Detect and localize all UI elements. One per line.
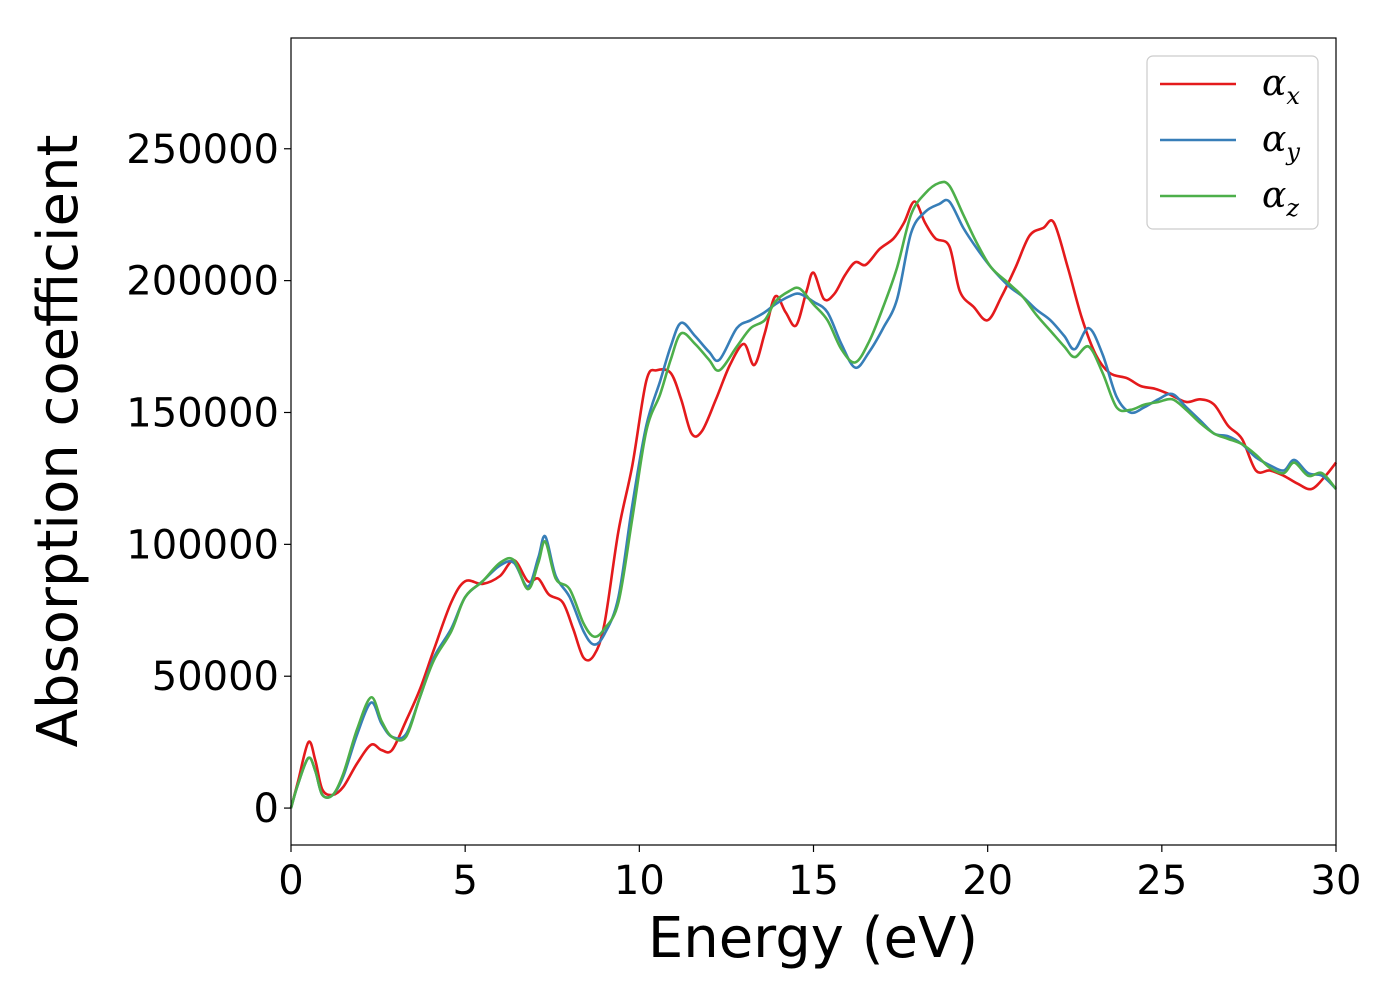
y-tick-label: 0	[254, 786, 279, 832]
series-lines	[289, 180, 1338, 809]
y-tick-label: 150000	[126, 390, 279, 436]
x-tick-label: 15	[788, 858, 839, 904]
x-tick-label: 10	[614, 858, 665, 904]
x-tick-label: 5	[452, 858, 477, 904]
axis-ticks: 0 5 10 15 20 25 30 0 50000 100000 150000 200000 2500…	[126, 127, 1361, 904]
x-tick-label: 0	[278, 858, 303, 904]
x-tick-label: 30	[1311, 858, 1362, 904]
x-axis-title: Energy (eV)	[648, 906, 978, 971]
y-tick-label: 250000	[126, 127, 279, 173]
legend-box	[1146, 55, 1319, 230]
y-tick-label: 200000	[126, 259, 279, 305]
y-axis-title: Absorption coefficient	[26, 135, 91, 748]
x-tick-label: 25	[1136, 858, 1187, 904]
x-tick-label: 20	[962, 858, 1013, 904]
y-tick-label: 50000	[152, 654, 279, 700]
y-tick-label: 100000	[126, 522, 279, 568]
series-line-z	[289, 180, 1338, 809]
series-line-x	[289, 200, 1338, 809]
